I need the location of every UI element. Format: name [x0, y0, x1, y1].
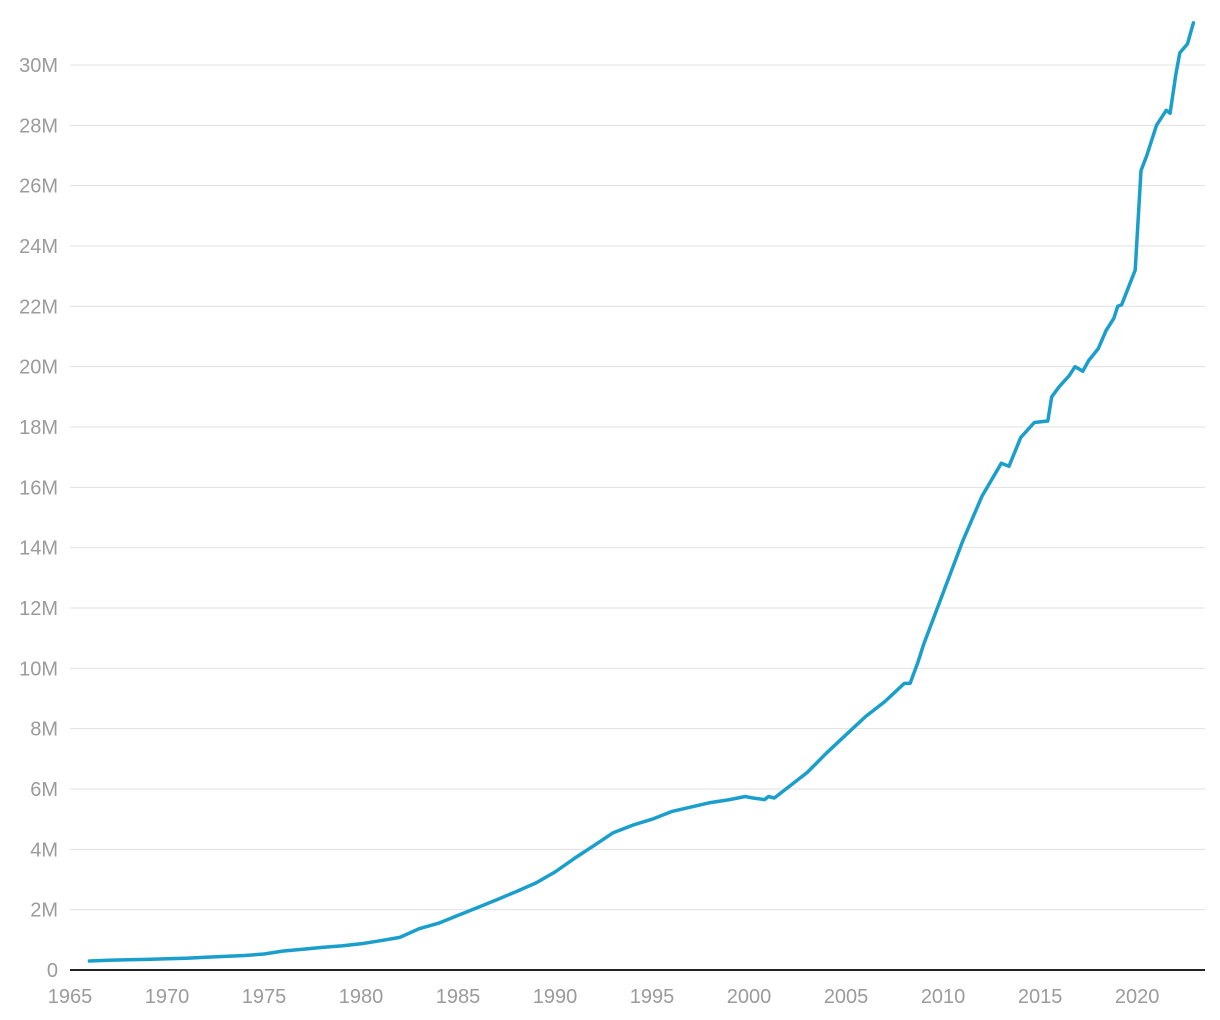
y-tick-label: 22M — [19, 296, 58, 318]
x-tick-label: 2005 — [824, 986, 869, 1008]
y-tick-label: 24M — [19, 236, 58, 258]
y-tick-label: 0 — [47, 960, 58, 982]
x-tick-label: 2015 — [1018, 986, 1063, 1008]
series-layer — [87, 21, 1196, 963]
y-tick-label: 10M — [19, 658, 58, 680]
y-tick-label: 26M — [19, 176, 58, 198]
x-tick-label: 1995 — [630, 986, 675, 1008]
y-tick-label: 8M — [30, 719, 58, 741]
x-tick-label: 2020 — [1115, 986, 1160, 1008]
y-tick-label: 28M — [19, 115, 58, 137]
x-tick-label: 1990 — [533, 986, 578, 1008]
x-tick-label: 1980 — [339, 986, 384, 1008]
y-tick-label: 18M — [19, 417, 58, 439]
x-tick-label: 2000 — [727, 986, 772, 1008]
y-axis-tick-labels: 0 2M 4M 6M 8M 10M 12M 14M 16M 18M 20M 22M 24M 26M 28M 3… — [19, 55, 58, 982]
y-tick-label: 2M — [30, 900, 58, 922]
y-tick-label: 12M — [19, 598, 58, 620]
x-tick-label: 2010 — [921, 986, 966, 1008]
y-tick-label: 16M — [19, 477, 58, 499]
x-tick-label: 1975 — [242, 986, 287, 1008]
y-tick-label: 6M — [30, 779, 58, 801]
y-tick-label: 14M — [19, 538, 58, 560]
grid-lines — [70, 64, 1205, 911]
series-line — [87, 21, 1196, 963]
y-tick-label: 4M — [30, 839, 58, 861]
x-axis-tick-labels: 1965 1970 1975 1980 1985 1990 1995 2000 2005 2010… — [48, 986, 1160, 1008]
x-tick-label: 1965 — [48, 986, 93, 1008]
x-tick-label: 1970 — [145, 986, 190, 1008]
x-tick-label: 1985 — [436, 986, 481, 1008]
y-tick-label: 20M — [19, 357, 58, 379]
y-tick-label: 30M — [19, 55, 58, 77]
